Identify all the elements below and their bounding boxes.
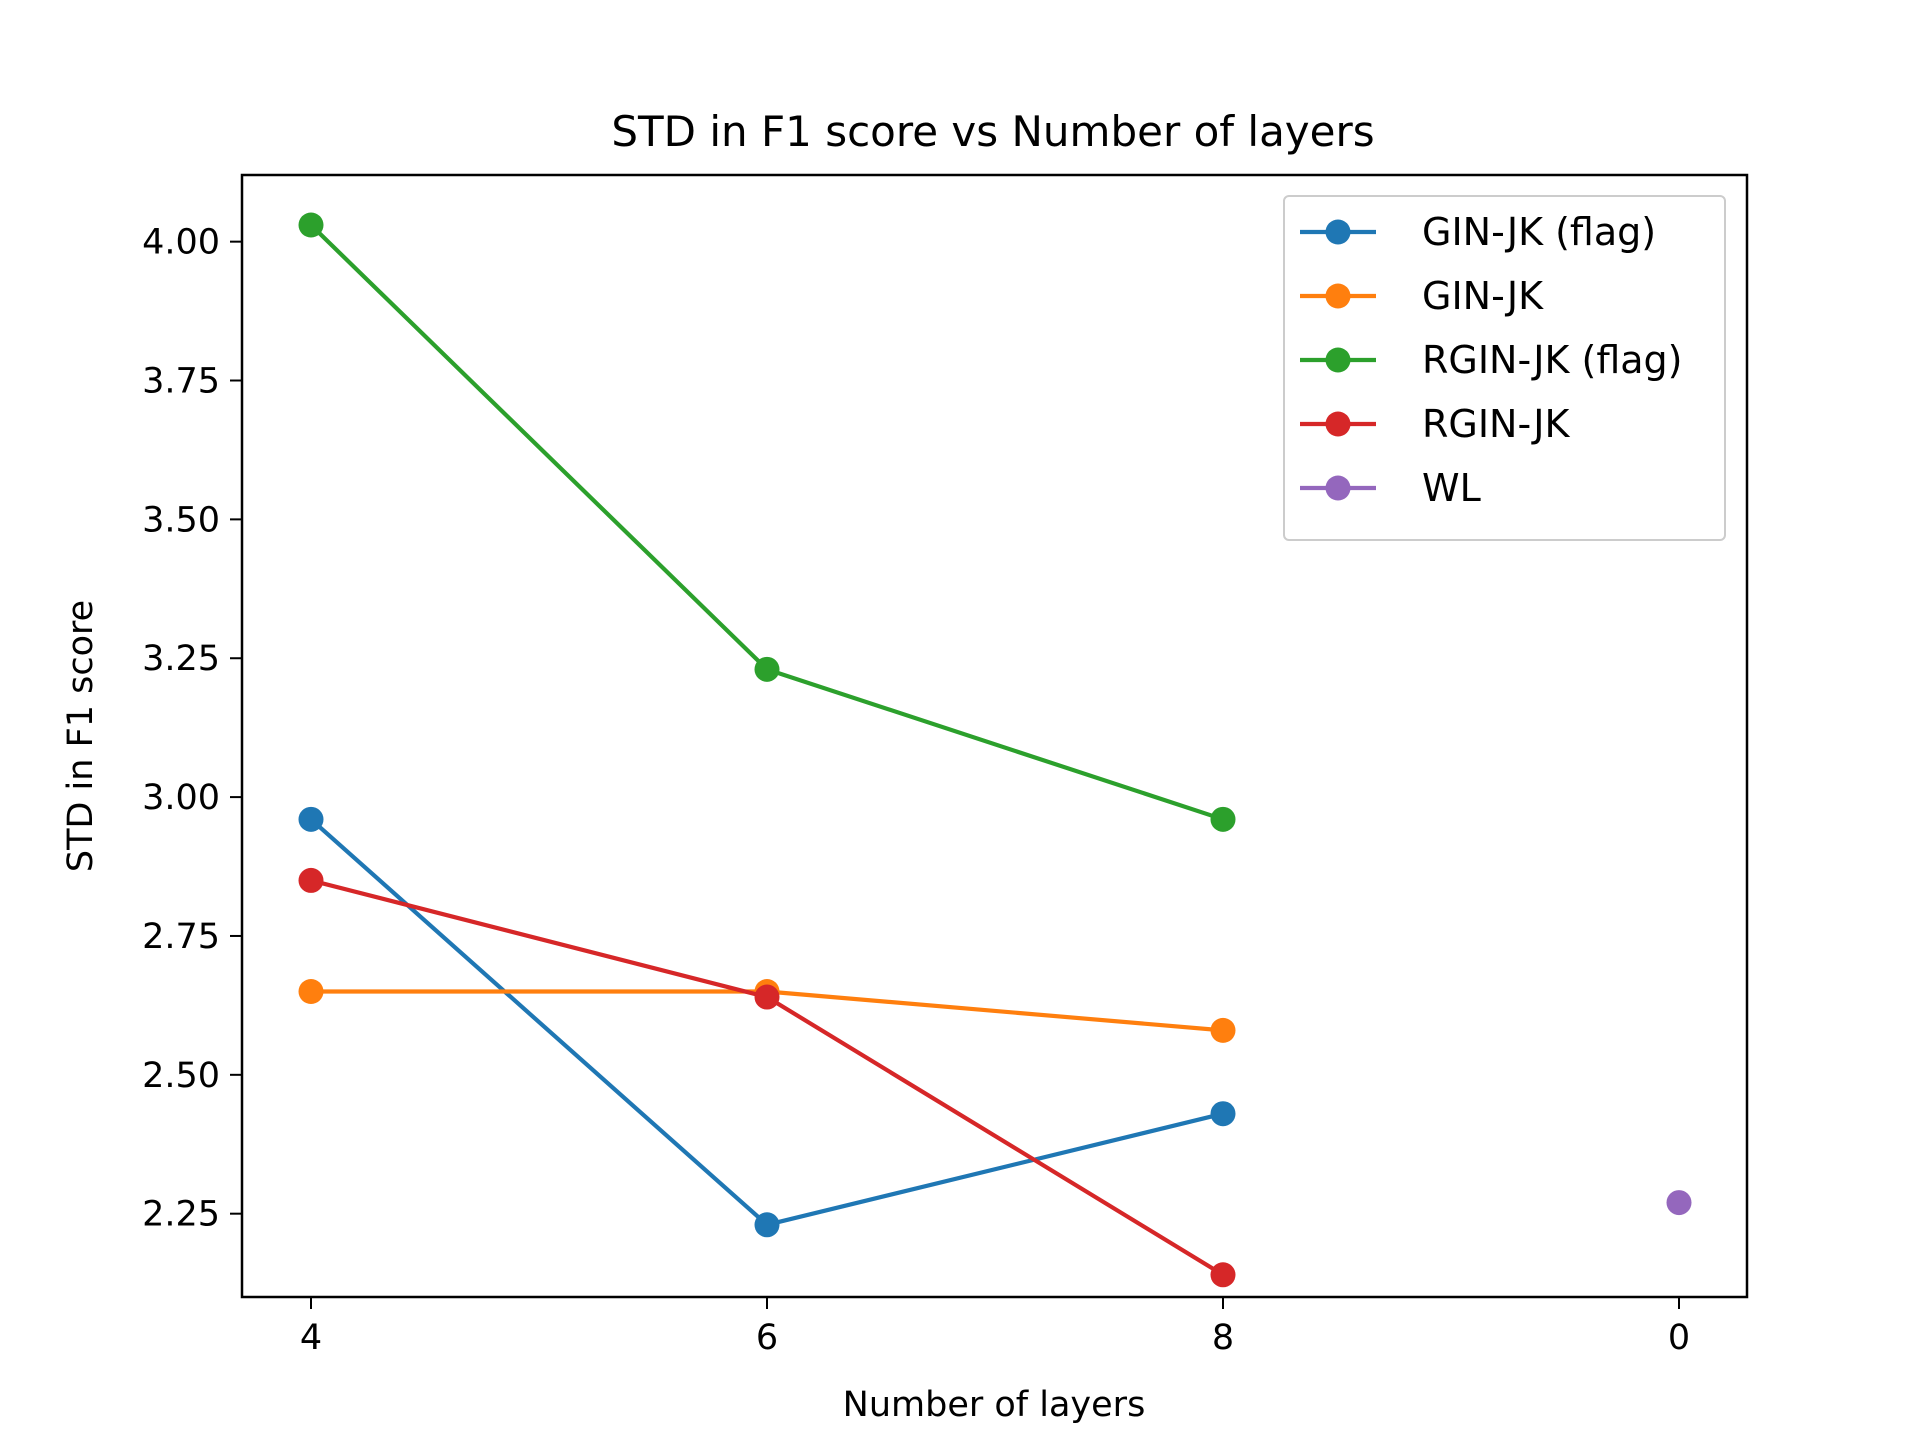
y-tick-label: 3.50 (142, 500, 220, 540)
x-tick-label: 6 (756, 1318, 778, 1358)
plot-area (298, 212, 1692, 1288)
y-tick-label: 3.00 (142, 778, 220, 818)
y-axis-label: STD in F1 score (61, 600, 101, 872)
legend-label: GIN-JK (flag) (1422, 210, 1656, 254)
data-point (754, 656, 780, 682)
data-point (1210, 1017, 1236, 1043)
legend-label: RGIN-JK (flag) (1422, 338, 1683, 382)
y-tick-label: 2.25 (142, 1195, 220, 1235)
x-tick-label: 0 (1668, 1318, 1690, 1358)
x-axis-label: Number of layers (843, 1385, 1146, 1425)
chart-title: STD in F1 score vs Number of layers (611, 107, 1374, 156)
data-point (1210, 1262, 1236, 1288)
legend-label: RGIN-JK (1422, 402, 1571, 446)
data-point (1210, 806, 1236, 832)
data-point (1666, 1190, 1692, 1216)
x-tick-label: 4 (300, 1318, 322, 1358)
y-tick-label: 3.25 (142, 639, 220, 679)
legend-marker (1325, 283, 1351, 309)
data-point (298, 867, 324, 893)
legend-label: GIN-JK (1422, 274, 1544, 318)
legend-marker (1325, 347, 1351, 373)
legend-marker (1325, 475, 1351, 501)
data-point (754, 1212, 780, 1238)
data-point (298, 979, 324, 1005)
legend-label: WL (1422, 466, 1481, 510)
legend-marker (1325, 411, 1351, 437)
data-point (1210, 1101, 1236, 1127)
data-point (298, 806, 324, 832)
y-tick-label: 4.00 (142, 223, 220, 263)
y-tick-label: 3.75 (142, 362, 220, 402)
axis-ticks: 4 6 8 0 2.25 2.50 2.75 3.00 3.25 3.50 3.75 4.00 (142, 223, 1690, 1358)
data-point (754, 984, 780, 1010)
data-point (298, 212, 324, 238)
y-tick-label: 2.75 (142, 917, 220, 957)
plot-frame (240, 173, 1749, 1299)
series-line-0 (309, 817, 1224, 1227)
legend-box (1283, 195, 1726, 541)
legend-marker (1325, 219, 1351, 245)
series-line-2 (309, 223, 1224, 822)
y-tick-label: 2.50 (142, 1056, 220, 1096)
x-tick-label: 8 (1212, 1318, 1234, 1358)
legend: GIN-JK (flag) GIN-JK RGIN-JK (flag) RGIN-JK… (1283, 195, 1726, 541)
